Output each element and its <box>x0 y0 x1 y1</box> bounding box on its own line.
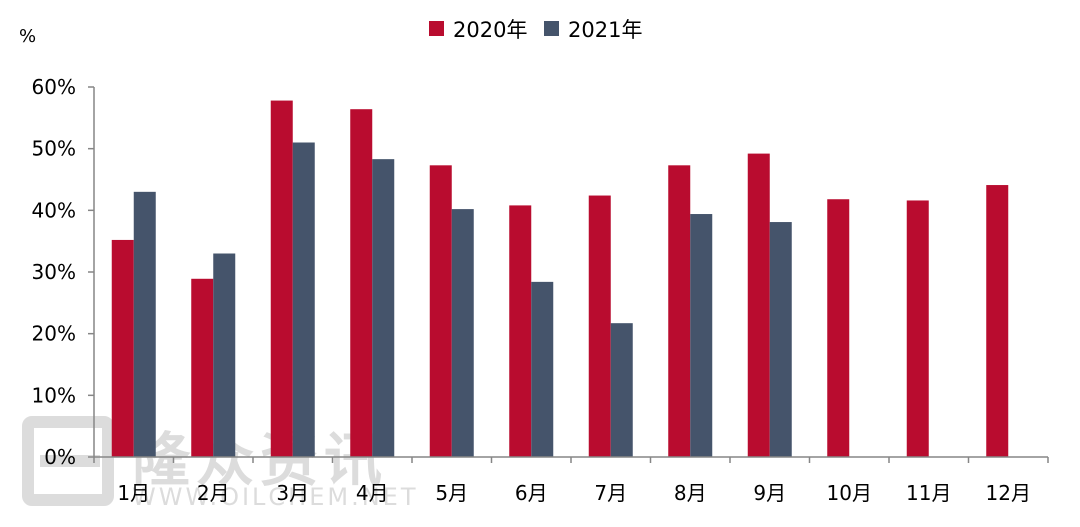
y-tick-label: 40% <box>32 198 76 222</box>
bars <box>111 100 1009 458</box>
legend-swatch <box>429 21 444 36</box>
legend-swatch <box>544 21 559 36</box>
bar-2020年-11月 <box>906 200 929 457</box>
x-tick-label: 1月 <box>117 481 150 505</box>
x-axis: 1月 2月 3月 4月 5月 6月 7月 8月 9月 10月 11月 12月 <box>93 456 1049 505</box>
y-tick-label: 20% <box>32 322 76 346</box>
bar-2021年-4月 <box>372 159 395 457</box>
bar-2020年-4月 <box>350 109 373 457</box>
y-tick-label: 30% <box>32 260 76 284</box>
x-tick-label: 8月 <box>674 481 707 505</box>
watermark-logo: 隆众资讯 WWW.OILCHEM.NET <box>22 416 419 511</box>
x-tick-label: 7月 <box>594 481 627 505</box>
bar-2020年-12月 <box>986 185 1009 458</box>
y-unit-label: % <box>19 26 36 47</box>
bar-2020年-6月 <box>509 205 532 457</box>
x-tick-label: 11月 <box>906 481 951 505</box>
bar-2021年-6月 <box>531 281 554 457</box>
x-tick-label: 12月 <box>986 481 1031 505</box>
x-tick-label: 6月 <box>515 481 548 505</box>
y-tick-label: 60% <box>32 75 76 99</box>
y-axis: 0% 10% 20% 30% 40% 50% 60% <box>32 75 95 469</box>
bar-2020年-9月 <box>747 153 770 457</box>
bar-2020年-8月 <box>668 165 691 458</box>
x-tick-label: 4月 <box>356 481 389 505</box>
bar-2021年-2月 <box>213 253 236 457</box>
watermark-url: WWW.OILCHEM.NET <box>132 483 419 511</box>
bar-2020年-3月 <box>270 100 293 458</box>
bar-2020年-1月 <box>111 239 134 457</box>
bar-2021年-9月 <box>769 222 792 457</box>
x-tick-label: 5月 <box>435 481 468 505</box>
y-tick-label: 0% <box>44 445 76 469</box>
bar-2021年-5月 <box>451 209 474 457</box>
legend-label: 2021年 <box>568 18 642 42</box>
bar-2021年-8月 <box>690 214 713 457</box>
legend: 2020年 2021年 <box>429 18 642 42</box>
bar-2021年-7月 <box>610 323 633 457</box>
x-tick-label: 9月 <box>753 481 786 505</box>
y-tick-label: 10% <box>32 383 76 407</box>
bar-2020年-5月 <box>429 165 452 458</box>
bar-2020年-10月 <box>827 199 850 457</box>
bar-2020年-7月 <box>588 195 611 458</box>
x-tick-label: 3月 <box>276 481 309 505</box>
x-tick-label: 10月 <box>827 481 872 505</box>
bar-2021年-1月 <box>133 191 156 458</box>
bar-2020年-2月 <box>191 278 214 457</box>
legend-label: 2020年 <box>453 18 527 42</box>
x-tick-label: 2月 <box>197 481 230 505</box>
bar-2021年-3月 <box>292 142 315 457</box>
y-tick-label: 50% <box>32 137 76 161</box>
watermark-logo-icon <box>22 416 114 506</box>
